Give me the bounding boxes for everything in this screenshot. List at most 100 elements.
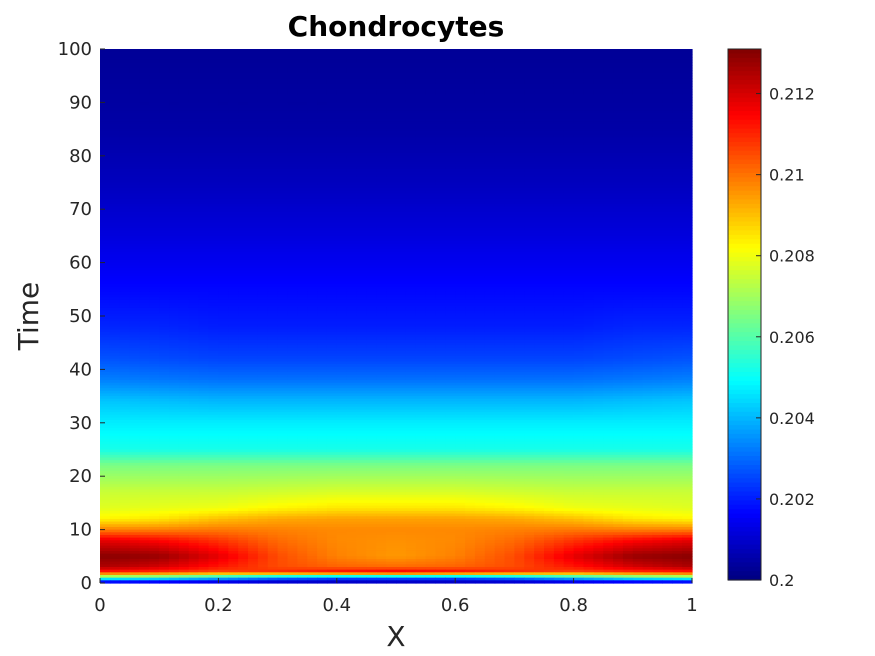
heatmap-cell bbox=[248, 209, 259, 213]
heatmap-cell bbox=[405, 182, 417, 186]
heatmap-cell bbox=[208, 251, 219, 256]
heatmap-cell bbox=[356, 217, 367, 221]
heatmap-cell bbox=[267, 187, 279, 192]
heatmap-cell bbox=[465, 174, 476, 178]
heatmap-cell bbox=[326, 121, 338, 125]
heatmap-cell bbox=[405, 51, 417, 55]
heatmap-cell bbox=[474, 105, 486, 109]
heatmap-cell bbox=[603, 78, 614, 82]
heatmap-cell bbox=[435, 198, 446, 202]
heatmap-cell bbox=[366, 118, 377, 122]
heatmap-cell bbox=[356, 110, 367, 114]
heatmap-cell bbox=[544, 219, 555, 224]
heatmap-cell bbox=[642, 49, 654, 53]
heatmap-cell bbox=[573, 102, 585, 106]
heatmap-cell bbox=[474, 147, 486, 152]
heatmap-cell bbox=[672, 174, 683, 178]
heatmap-cell bbox=[662, 267, 673, 272]
heatmap-cell bbox=[514, 150, 525, 154]
heatmap-cell bbox=[248, 57, 259, 61]
heatmap-cell bbox=[465, 214, 476, 218]
heatmap-cell bbox=[356, 113, 367, 117]
heatmap-cell bbox=[415, 51, 427, 55]
heatmap-cell bbox=[494, 158, 506, 162]
heatmap-cell bbox=[109, 270, 121, 274]
heatmap-cell bbox=[159, 147, 170, 152]
heatmap-cell bbox=[504, 166, 515, 170]
heatmap-cell bbox=[504, 214, 515, 218]
heatmap-cell bbox=[218, 227, 229, 232]
heatmap-cell bbox=[317, 193, 328, 197]
heatmap-cell bbox=[307, 225, 318, 229]
heatmap-cell bbox=[563, 203, 575, 208]
heatmap-cell bbox=[336, 209, 348, 213]
heatmap-cell bbox=[376, 97, 387, 101]
heatmap-cell bbox=[514, 75, 525, 79]
heatmap-cell bbox=[672, 262, 683, 266]
heatmap-cell bbox=[455, 185, 466, 189]
heatmap-cell bbox=[238, 70, 249, 74]
heatmap-cell bbox=[307, 249, 318, 253]
heatmap-cell bbox=[326, 129, 338, 133]
heatmap-cell bbox=[287, 203, 298, 208]
heatmap-cell bbox=[603, 49, 614, 53]
heatmap-cell bbox=[445, 171, 456, 176]
heatmap-cell bbox=[159, 153, 170, 157]
heatmap-cell bbox=[169, 73, 180, 77]
heatmap-cell bbox=[119, 187, 131, 192]
heatmap-cell bbox=[682, 222, 693, 226]
heatmap-cell bbox=[573, 75, 585, 79]
heatmap-cell bbox=[109, 94, 121, 98]
heatmap-cell bbox=[603, 182, 614, 186]
heatmap-cell bbox=[524, 182, 535, 186]
heatmap-cell bbox=[632, 78, 644, 82]
heatmap-cell bbox=[169, 129, 180, 133]
heatmap-cell bbox=[524, 75, 535, 79]
heatmap-cell bbox=[109, 131, 121, 136]
heatmap-cell bbox=[494, 195, 506, 200]
heatmap-cell bbox=[119, 198, 131, 202]
heatmap-cell bbox=[563, 265, 575, 269]
heatmap-cell bbox=[386, 209, 397, 213]
heatmap-cell bbox=[336, 169, 348, 173]
heatmap-cell bbox=[652, 99, 663, 103]
heatmap-cell bbox=[435, 94, 446, 98]
heatmap-cell bbox=[603, 209, 614, 213]
heatmap-cell bbox=[100, 123, 111, 128]
heatmap-cell bbox=[632, 91, 644, 95]
heatmap-cell bbox=[267, 155, 279, 160]
heatmap-cell bbox=[435, 123, 446, 128]
heatmap-cell bbox=[257, 238, 269, 242]
heatmap-cell bbox=[159, 129, 170, 133]
heatmap-cell bbox=[435, 62, 446, 66]
heatmap-cell bbox=[405, 54, 417, 58]
heatmap-cell bbox=[642, 259, 654, 264]
heatmap-cell bbox=[534, 49, 545, 53]
heatmap-cell bbox=[613, 171, 624, 176]
heatmap-cell bbox=[109, 187, 121, 192]
heatmap-cell bbox=[425, 222, 437, 226]
heatmap-cell bbox=[238, 195, 249, 200]
heatmap-cell bbox=[474, 177, 486, 181]
heatmap-cell bbox=[405, 126, 417, 130]
heatmap-cell bbox=[129, 54, 141, 58]
heatmap-cell bbox=[376, 131, 387, 136]
heatmap-cell bbox=[366, 121, 377, 125]
heatmap-cell bbox=[474, 219, 486, 224]
heatmap-cell bbox=[139, 211, 150, 216]
heatmap-cell bbox=[119, 129, 131, 133]
heatmap-cell bbox=[346, 190, 358, 194]
heatmap-cell bbox=[622, 81, 634, 85]
heatmap-cell bbox=[415, 102, 427, 106]
heatmap-cell bbox=[613, 142, 624, 146]
heatmap-cell bbox=[317, 142, 328, 146]
heatmap-cell bbox=[425, 142, 437, 146]
heatmap-cell bbox=[682, 190, 693, 194]
heatmap-cell bbox=[396, 57, 407, 61]
heatmap-cell bbox=[100, 257, 111, 261]
heatmap-cell bbox=[287, 195, 298, 200]
heatmap-cell bbox=[297, 145, 308, 149]
heatmap-cell bbox=[346, 107, 358, 112]
heatmap-cell bbox=[238, 230, 249, 234]
heatmap-cell bbox=[336, 230, 348, 234]
